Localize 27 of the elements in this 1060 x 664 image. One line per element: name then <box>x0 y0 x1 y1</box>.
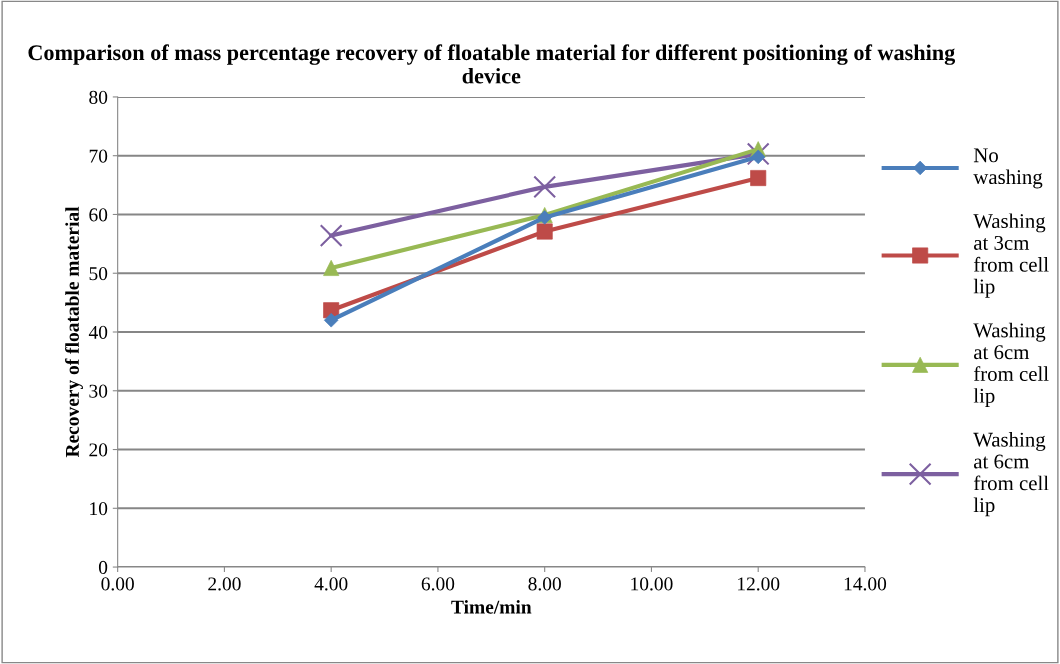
y-tick-label: 70 <box>89 149 108 163</box>
point <box>319 224 343 248</box>
point <box>533 175 557 199</box>
legend-label: Washing at 6cm from cell lip <box>973 322 1049 408</box>
x-tick-label: 10.00 <box>631 577 673 591</box>
x-tick-label: 14.00 <box>844 577 887 591</box>
x-tick-label: 4.00 <box>314 577 348 591</box>
y-tick-label: 10 <box>90 502 108 516</box>
x-tick-label: 2.00 <box>208 577 241 591</box>
legend-label: No washing <box>973 148 1043 189</box>
y-tick-label: 80 <box>89 90 108 104</box>
y-tick-label: 20 <box>89 443 108 457</box>
y-tick-label: 50 <box>89 267 108 281</box>
x-tick-label: 0.00 <box>101 577 134 591</box>
legend-label: Washing at 3cm from cell lip <box>973 213 1049 298</box>
point <box>323 259 340 276</box>
y-axis-title: Recovery of floatable material <box>65 206 83 458</box>
y-tick-label: 40 <box>88 325 108 339</box>
x-tick-label: 8.00 <box>528 577 561 591</box>
y-tick-label: 0 <box>98 560 108 574</box>
chart-title: Comparison of mass percentage recovery of floatable material for different positioning of washing device <box>28 44 956 84</box>
x-tick-label: 12.00 <box>738 577 780 591</box>
x-axis-title: Time/min <box>451 599 532 614</box>
y-tick-label: 30 <box>89 384 108 398</box>
y-tick-label: 60 <box>89 208 108 222</box>
legend-label: Washing at 6cm from cell lip <box>973 432 1049 517</box>
x-tick-label: 6.00 <box>421 577 455 591</box>
